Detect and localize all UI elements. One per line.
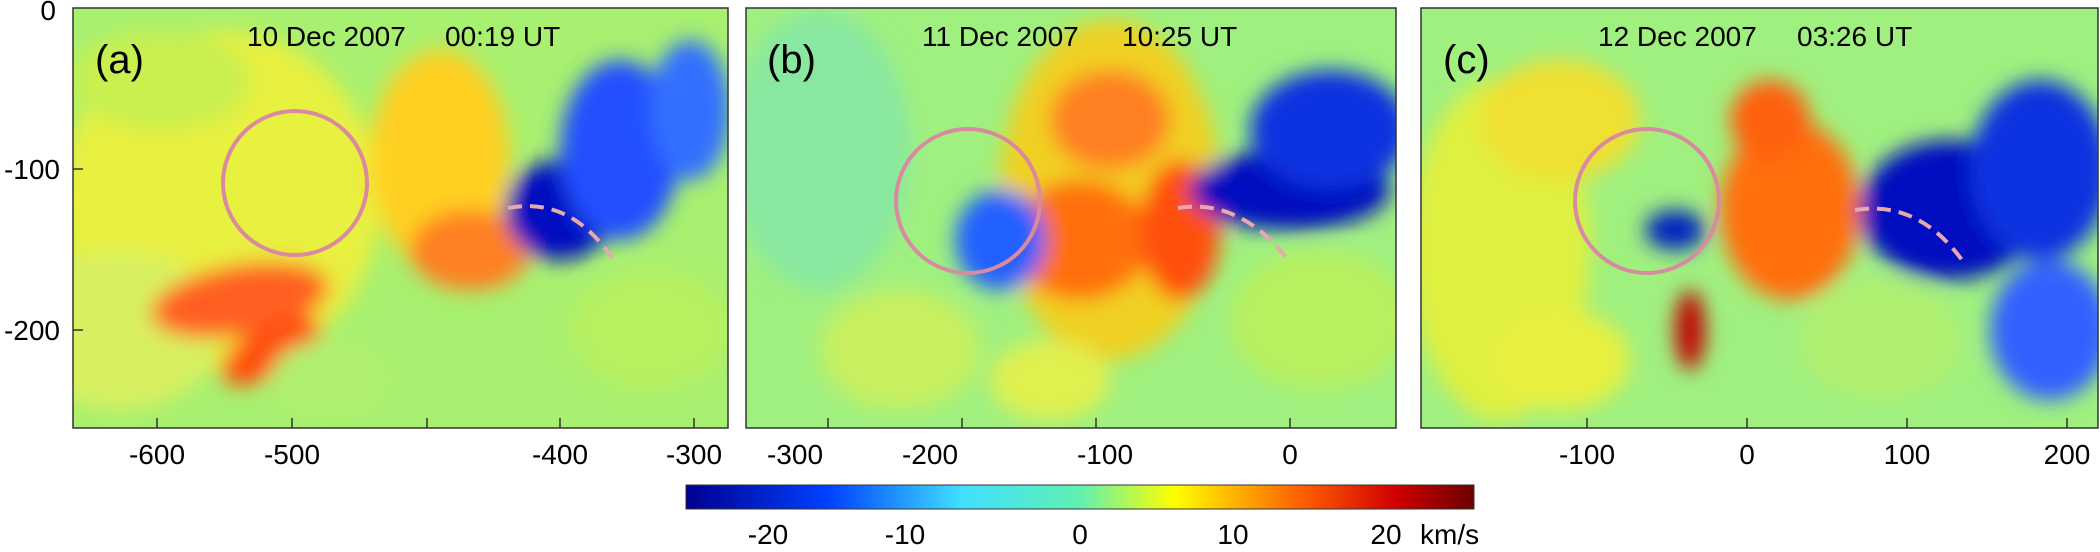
dashed-curve-b xyxy=(1177,204,1290,262)
y-axis: 0 -100 -200 xyxy=(4,0,83,346)
panel-time-c: 03:26 UT xyxy=(1797,21,1912,52)
colorbar-gradient xyxy=(685,484,1475,510)
x-tick-a-1: -500 xyxy=(264,439,320,470)
x-tick-c-3: 200 xyxy=(2044,439,2091,470)
panel-label-c: (c) xyxy=(1443,38,1490,82)
panel-label-b: (b) xyxy=(767,38,816,82)
doppler-map-b xyxy=(746,8,1396,428)
panel-a: (a) 10 Dec 2007 00:19 UT -600 -500 -400 … xyxy=(4,0,729,470)
x-tick-b-1: -200 xyxy=(902,439,958,470)
panel-time-a: 00:19 UT xyxy=(445,21,560,52)
region-circle-c xyxy=(1573,127,1721,275)
dashed-curve-c xyxy=(1854,206,1964,262)
doppler-map-c xyxy=(1421,8,2098,428)
colorbar: -20 -10 0 10 20 km/s xyxy=(685,484,1479,550)
y-tick-2: -200 xyxy=(4,315,60,346)
panel-time-b: 10:25 UT xyxy=(1122,21,1237,52)
panel-label-a: (a) xyxy=(95,38,144,82)
colorbar-unit: km/s xyxy=(1420,519,1479,550)
y-tick-0: 0 xyxy=(40,0,56,26)
x-tick-a-3: -300 xyxy=(666,439,722,470)
panel-b: (b) 11 Dec 2007 10:25 UT -300 -200 -100 … xyxy=(745,7,1397,470)
x-tick-b-3: 0 xyxy=(1282,439,1298,470)
panel-date-a: 10 Dec 2007 xyxy=(247,21,406,52)
x-axis-c: -100 0 100 200 xyxy=(1559,418,2090,470)
x-tick-c-0: -100 xyxy=(1559,439,1615,470)
x-axis-a: -600 -500 -400 -300 xyxy=(129,418,722,470)
panel-c: (c) 12 Dec 2007 03:26 UT -100 0 100 200 xyxy=(1420,7,2099,470)
doppler-map-a xyxy=(73,8,728,428)
region-circle-b xyxy=(894,127,1042,275)
x-tick-b-0: -300 xyxy=(767,439,823,470)
colorbar-tick-1: -10 xyxy=(885,519,925,550)
dashed-curve-a xyxy=(507,204,614,260)
panel-date-b: 11 Dec 2007 xyxy=(922,21,1079,52)
colorbar-tick-0: -20 xyxy=(748,519,788,550)
x-tick-c-1: 0 xyxy=(1739,439,1755,470)
colorbar-tick-2: 0 xyxy=(1072,519,1088,550)
x-axis-b: -300 -200 -100 0 xyxy=(767,418,1298,470)
x-tick-a-0: -600 xyxy=(129,439,185,470)
y-tick-1: -100 xyxy=(4,154,60,185)
region-circle-a xyxy=(221,109,369,257)
x-tick-a-2: -400 xyxy=(532,439,588,470)
colorbar-tick-3: 10 xyxy=(1217,519,1248,550)
panel-date-c: 12 Dec 2007 xyxy=(1598,21,1757,52)
x-tick-c-2: 100 xyxy=(1884,439,1931,470)
x-tick-b-2: -100 xyxy=(1077,439,1133,470)
colorbar-tick-4: 20 xyxy=(1370,519,1401,550)
